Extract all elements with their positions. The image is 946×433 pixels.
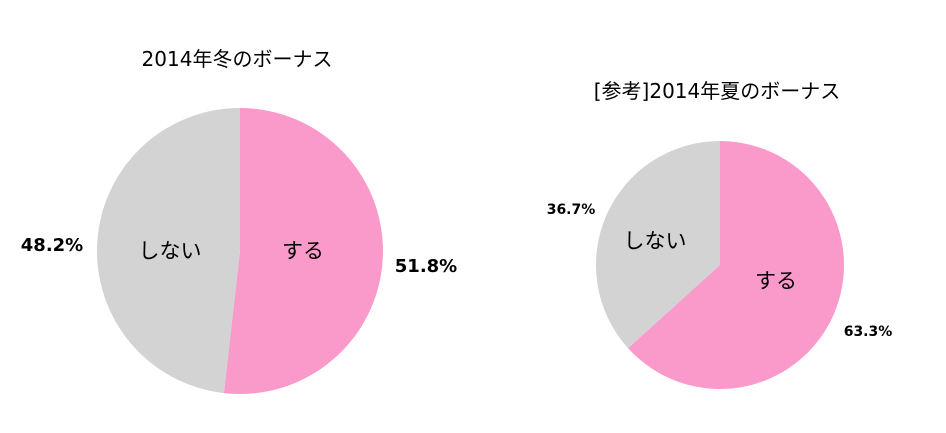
slice-label-summer-shinai: しない — [624, 229, 687, 253]
pie-slice-summer-suru — [628, 141, 844, 390]
pie-chart-summer: [参考]2014年夏のボーナス する しない 63.3% 36.7% — [547, 79, 893, 390]
value-label-winter-shinai: 48.2% — [21, 235, 83, 256]
pie-slice-winter-shinai — [96, 108, 240, 394]
pie-chart-winter: 2014年冬のボーナス する しない 51.8% 48.2% — [21, 47, 457, 394]
chart-title-summer: [参考]2014年夏のボーナス — [594, 79, 841, 103]
value-label-summer-shinai: 36.7% — [547, 202, 596, 218]
value-label-summer-suru: 63.3% — [844, 324, 893, 340]
slice-label-summer-suru: する — [755, 269, 797, 293]
slice-label-winter-shinai: しない — [139, 239, 202, 263]
value-label-winter-suru: 51.8% — [395, 256, 457, 277]
slice-label-winter-suru: する — [282, 239, 324, 263]
chart-title-winter: 2014年冬のボーナス — [142, 47, 333, 71]
pie-slice-summer-shinai — [595, 141, 720, 349]
pie-slice-winter-suru — [223, 108, 383, 394]
